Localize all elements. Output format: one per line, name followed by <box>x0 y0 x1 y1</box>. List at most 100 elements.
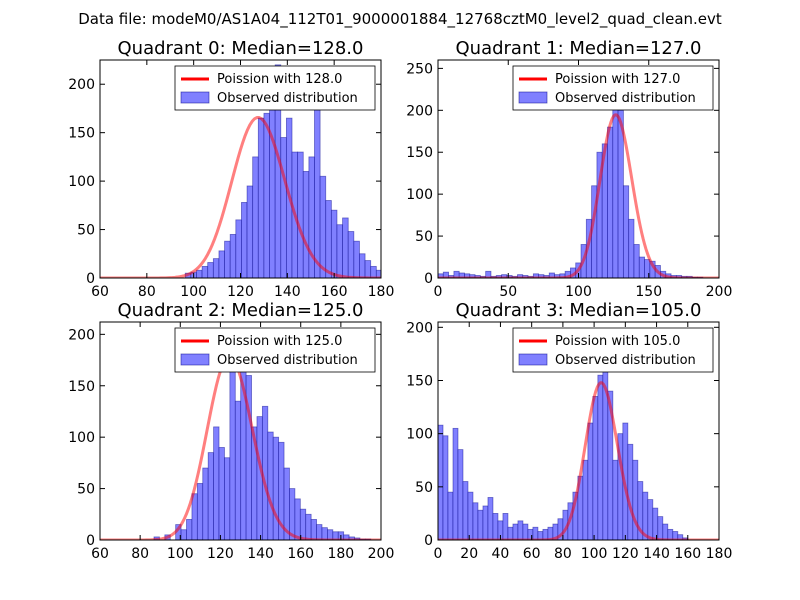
x-tick-label: 140 <box>274 284 301 300</box>
histogram-bar <box>297 151 304 278</box>
x-tick-label: 60 <box>523 546 541 562</box>
legend-label-poisson: Poission with 105.0 <box>555 334 680 349</box>
x-tick-label: 200 <box>368 546 395 562</box>
histogram-bar <box>477 509 484 540</box>
y-tick-label: 50 <box>77 223 95 239</box>
histogram-bar <box>252 156 259 278</box>
y-tick-label: 200 <box>68 327 95 343</box>
x-tick-label: 50 <box>499 284 517 300</box>
histogram-bar <box>447 491 454 540</box>
x-tick-label: 120 <box>227 284 254 300</box>
histogram-bar <box>502 513 509 540</box>
histogram-bar <box>229 233 237 278</box>
legend: Poission with 125.0 Observed distribution <box>174 327 376 373</box>
histogram-bar <box>353 240 360 278</box>
panel-title: Quadrant 3: Median=105.0 <box>456 300 702 321</box>
histogram-bar <box>587 422 594 540</box>
histogram-bar <box>234 400 242 540</box>
y-tick-label: 150 <box>68 126 95 142</box>
histogram-bar <box>316 524 323 540</box>
histogram-bar <box>438 424 444 540</box>
histogram-bar <box>196 483 204 540</box>
legend-label-observed: Observed distribution <box>217 91 358 106</box>
histogram-bar <box>347 231 355 278</box>
histogram-bar <box>310 519 317 540</box>
y-tick-label: 50 <box>415 229 433 245</box>
x-tick-label: 100 <box>581 546 608 562</box>
legend-label-poisson: Poission with 125.0 <box>217 334 342 349</box>
histogram-bar <box>647 499 654 540</box>
y-tick-label: 100 <box>68 174 95 190</box>
histogram-bar <box>302 171 310 278</box>
x-tick-label: 160 <box>321 284 348 300</box>
histogram-bar <box>241 202 248 278</box>
histogram-bar <box>662 523 669 540</box>
histogram-bar <box>305 513 312 540</box>
y-tick-label: 50 <box>77 482 95 498</box>
x-tick-label: 140 <box>643 546 670 562</box>
histogram-bar <box>472 502 479 540</box>
legend: Poission with 127.0 Observed distribution <box>512 65 714 111</box>
panel-1: 0 50 100 150 200 0 50 100 150 200 250 Quadrant 1: M… <box>406 38 732 300</box>
histogram-bar <box>180 529 187 540</box>
histogram-bar <box>582 459 589 540</box>
x-tick-label: 150 <box>635 284 662 300</box>
y-tick-label: 100 <box>68 430 95 446</box>
panel-3: 0 20 40 60 80 100 120 140 160 180050100150200Quad… <box>406 300 732 562</box>
y-tick-label: 200 <box>406 320 433 336</box>
histogram-bar <box>196 269 203 278</box>
plot-area <box>438 76 719 278</box>
histogram-bar <box>207 262 214 278</box>
legend: Poission with 128.0 Observed distribution <box>174 65 376 111</box>
histogram-bar <box>375 269 381 278</box>
x-tick-label: 180 <box>368 284 395 300</box>
histogram-bar <box>607 126 614 278</box>
legend-bar-swatch <box>180 353 210 366</box>
y-tick-label: 100 <box>406 187 433 203</box>
histogram-bar <box>256 416 263 540</box>
poisson-curve <box>438 113 719 278</box>
histogram-bar <box>213 426 220 540</box>
y-tick-label: 0 <box>424 271 433 287</box>
x-tick-label: 0 <box>434 284 443 300</box>
histogram-bar <box>667 528 674 540</box>
histogram-bar <box>512 523 519 540</box>
histogram-bar <box>522 523 529 540</box>
y-tick-label: 100 <box>406 427 433 443</box>
histogram-bar <box>336 224 343 278</box>
histogram-bar <box>633 244 640 278</box>
histogram-bar <box>224 457 231 540</box>
histogram-bar <box>517 520 524 540</box>
y-tick-label: 50 <box>415 480 433 496</box>
y-tick-label: 250 <box>406 61 433 77</box>
panel-title: Quadrant 0: Median=128.0 <box>118 38 364 59</box>
histogram-bar <box>597 374 604 540</box>
histogram-bar <box>191 493 198 540</box>
histogram-bar <box>280 137 287 278</box>
y-tick-label: 0 <box>86 271 95 287</box>
histogram-bar <box>457 449 464 540</box>
panel-title: Quadrant 2: Median=125.0 <box>118 300 364 321</box>
x-tick-label: 80 <box>554 546 572 562</box>
histogram-bar <box>592 396 599 540</box>
histogram-bar <box>201 265 209 278</box>
legend-bar-swatch <box>180 91 210 104</box>
panels: 60 80 100 120 140 160 180050100150200Quadrant … <box>68 38 732 562</box>
histogram-bar <box>612 459 619 540</box>
histogram-bar <box>452 427 459 540</box>
x-tick-label: 100 <box>565 284 592 300</box>
x-tick-label: 100 <box>180 284 207 300</box>
histogram-bar <box>507 526 514 540</box>
x-tick-label: 60 <box>91 546 109 562</box>
legend-label-observed: Observed distribution <box>555 91 696 106</box>
x-tick-label: 80 <box>131 546 149 562</box>
x-tick-label: 160 <box>674 546 701 562</box>
panel-0: 60 80 100 120 140 160 180 0 50 100 150 200 Quadrant … <box>68 38 395 300</box>
x-tick-label: 200 <box>706 284 733 300</box>
histogram-bar <box>294 498 301 540</box>
legend: Poission with 105.0 Observed distribution <box>512 327 714 373</box>
histogram-bar <box>462 481 469 540</box>
histogram-bar <box>492 513 499 540</box>
histogram-bar <box>325 200 332 278</box>
